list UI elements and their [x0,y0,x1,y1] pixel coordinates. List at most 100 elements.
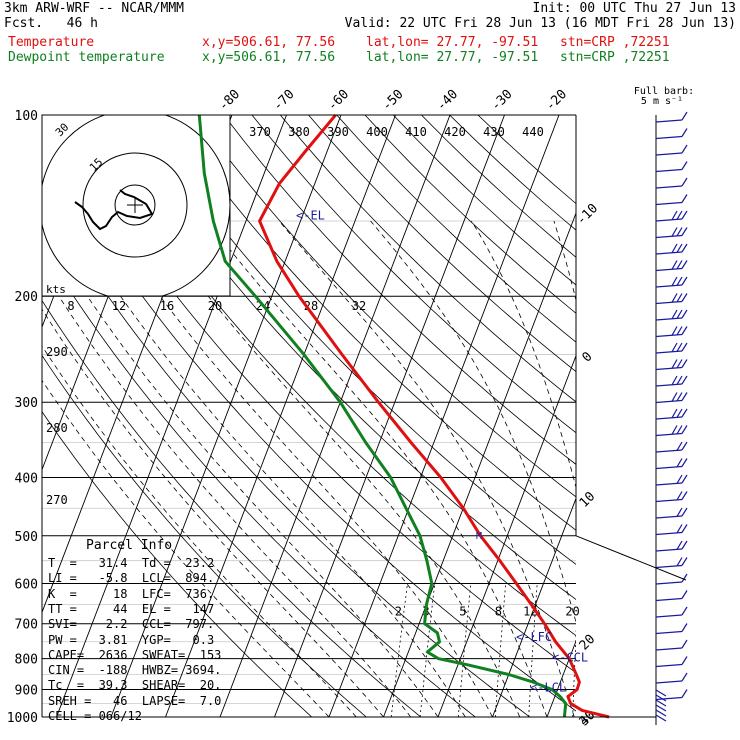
wind-barb-low [655,699,667,707]
wind-barb-flag [681,656,688,665]
dry-adiabat-line [42,299,422,717]
pressure-label: 900 [15,683,38,698]
wind-barb-staff [655,515,683,519]
wind-barb-flag [681,194,688,203]
wind-barb-flag [676,408,683,418]
isotherm-line [383,211,576,717]
isotherm-line [219,115,451,717]
wind-barb-staff [655,185,683,189]
wind-barb [655,458,688,470]
wind-barb-staff [655,482,683,486]
wind-barb-staff [655,548,683,552]
wind-barb-flag [671,210,678,221]
mixing-ratio-label: 20 [565,605,579,619]
wind-barb [655,243,688,255]
moist-adiabat-line [42,379,330,717]
wind-barb-low [655,709,667,717]
theta-label: 380 [288,125,310,139]
dry-adiabat-line [42,354,367,717]
wind-barb-flag [681,111,688,121]
wind-barb-staff [655,531,683,536]
wind-barb [655,293,688,305]
wind-barb-flag [681,359,688,368]
wind-barb-flag [676,491,683,501]
wind-barb-flag [681,243,688,253]
pressure-label: 600 [15,577,38,592]
moist-adiabat-line [42,345,357,717]
dry-adiabat-line [42,193,531,717]
dry-adiabat-line [42,410,313,717]
wind-barb-flag [681,128,688,137]
wind-barb [655,441,688,453]
dewpoint-line [197,114,568,718]
wind-barb-flag [681,474,688,484]
mixing-ratio-line [419,583,436,717]
wind-barb-staff [655,696,683,701]
wind-barb-flag [676,276,683,286]
wind-barb-flag [676,524,683,534]
pressure-label: 100 [15,109,38,124]
wind-barb [655,623,688,635]
temp-xy: x,y=506.61, 77.56 [202,35,336,50]
wind-barb-flag [676,557,683,567]
dry-adiabat-line [166,115,576,531]
temperature-label: -40 [434,87,461,114]
wind-barb-flag [681,276,688,286]
parcel-info-row: CIN = -188 HWBZ= 3694. [48,663,222,678]
wind-barb [655,590,688,602]
wind-barb-staff [655,663,683,668]
wind-barb-flag [681,491,688,500]
wind-barb-flag [681,540,688,550]
isotherm-line [110,115,342,717]
dry-adiabat-line [42,246,476,717]
pressure-label: 700 [15,618,38,633]
hodo-speed-label: 16 [160,299,174,313]
hodo-ring [114,184,156,226]
wind-barb-flag [671,276,678,287]
wind-barb [655,326,688,338]
wind-barb-flag [676,375,683,385]
theta-label: 400 [366,125,388,139]
wind-barb-flag [681,672,688,682]
wind-barb-flag [681,441,688,451]
wind-barb-staff [655,366,683,371]
isotherm-line [492,497,576,717]
pressure-label: 300 [15,396,38,411]
wind-barb-flag [676,507,683,517]
wind-barb [655,309,688,321]
temperature-label: -70 [270,87,297,114]
theta-label: 440 [522,125,544,139]
wind-barb-staff [655,152,683,156]
outer-frame [41,114,687,718]
temp-stn: stn=CRP ,72251 [560,35,670,50]
moist-adiabat-line [278,220,575,717]
wind-barb-flag [681,425,688,434]
moist-adiabat-line [42,223,439,717]
wind-barb-staff [655,284,683,288]
wind-barb-staff [655,168,683,173]
wind-barb-flag [676,540,683,550]
dry-adiabat-line [110,115,576,600]
dry-adiabat-line [279,115,576,403]
wind-barb-flag [676,293,683,303]
wind-barb-flag [681,375,688,385]
moist-adiabat-line [106,220,493,717]
wind-barb [655,507,688,519]
dew-stn: stn=CRP ,72251 [560,50,670,65]
wind-barb-flag [671,227,678,237]
wind-barb-flag [671,359,678,369]
wind-barb-flag [671,326,678,336]
wind-barb-flag [681,326,688,335]
pressure-label: 200 [15,290,38,305]
parcel-info-row: PW = 3.81 YGP= 0.3 [48,632,215,647]
level-annotation: <-LFC [516,630,552,644]
temperature-label: 10 [577,489,599,511]
hodo-speed-label: 8 [67,299,74,313]
isotherm-line [56,115,287,717]
temperature-line [258,114,610,719]
wind-barb [655,573,688,585]
wind-barb-staff [655,581,683,585]
wind-barb-flag [671,375,678,386]
wind-barb-staff [655,416,683,420]
